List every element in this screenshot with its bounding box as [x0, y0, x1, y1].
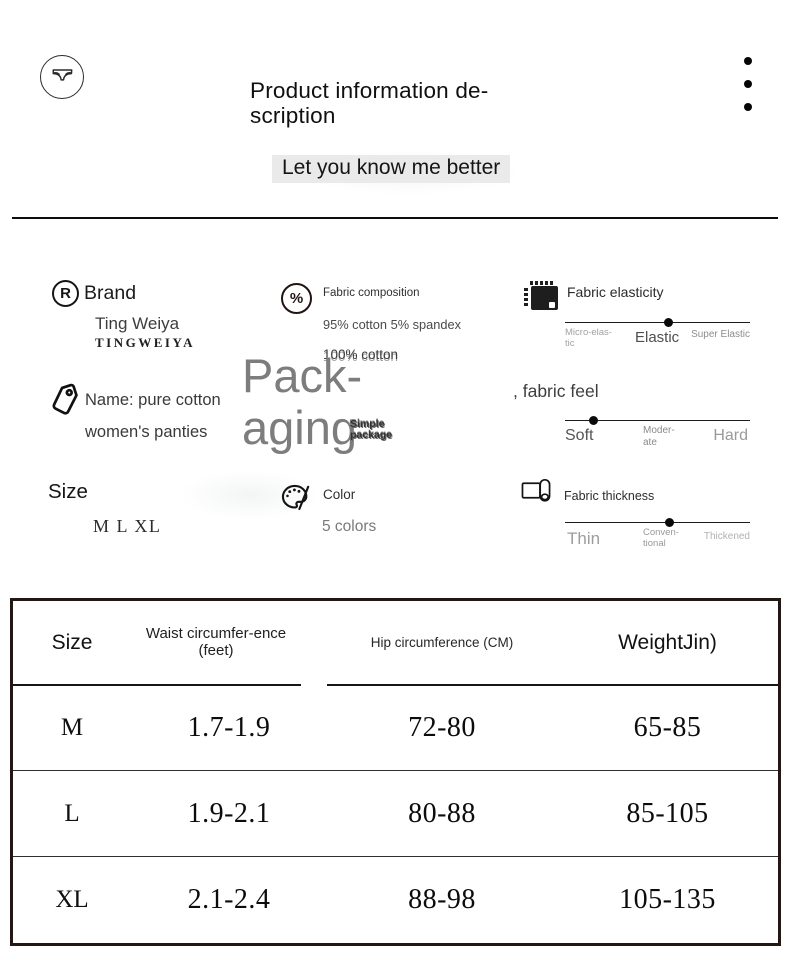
size-label: Size: [48, 480, 88, 503]
elasticity-option-micro: Micro-elas-tic: [565, 327, 612, 350]
brand-logo: [40, 55, 84, 99]
slider-dot[interactable]: [664, 318, 673, 327]
kebab-menu-icon[interactable]: [744, 57, 752, 111]
table-cell-size-m: M: [13, 686, 131, 771]
slider-track: [565, 322, 750, 324]
slider-dot[interactable]: [589, 416, 598, 425]
tag-icon: [47, 381, 85, 421]
elasticity-option-elastic: Elastic: [635, 329, 680, 346]
fabric-composition-label: Fabric composition: [323, 287, 420, 299]
header-divider: [12, 217, 778, 219]
packaging-overlay-text: Pack-aging: [242, 349, 363, 454]
elasticity-option-super: Super Elastic: [691, 329, 750, 340]
thickness-option-conventional: Conven-tional: [643, 527, 679, 550]
panties-icon: [49, 61, 76, 93]
fabric-composition-value: 95% cotton 5% spandex: [323, 317, 462, 332]
slider-track: [565, 420, 750, 422]
fabric-thickness-label: Fabric thickness: [564, 489, 655, 503]
table-cell-weight-l: 85-105: [557, 771, 778, 857]
product-name: Name: pure cotton women's panties: [85, 391, 221, 442]
size-values: M L XL: [93, 516, 162, 536]
palette-icon: [277, 480, 311, 514]
table-header-hip: Hip circumference (CM): [327, 601, 557, 686]
table-cell-weight-m: 65-85: [557, 686, 778, 771]
table-cell-waist-l: 1.9-2.1: [131, 771, 327, 857]
table-cell-size-l: L: [13, 771, 131, 857]
page-title: Product information de-scription: [250, 78, 489, 128]
packaging-note: Simple package: [350, 418, 393, 442]
table-cell-hip-m: 72-80: [327, 686, 557, 771]
slider-dot[interactable]: [665, 518, 674, 527]
thickness-option-thin: Thin: [567, 529, 601, 548]
table-cell-weight-xl: 105-135: [619, 884, 716, 915]
brand-label: Brand: [84, 282, 137, 304]
fabric-elasticity-slider[interactable]: Micro-elas-tic Elastic Super Elastic: [565, 318, 750, 364]
slider-track: [565, 522, 750, 524]
registered-trademark-icon: R: [52, 280, 79, 307]
feel-option-moderate: Moder-ate: [643, 425, 675, 448]
table-cell-size-xl: XL: [55, 886, 89, 913]
feel-option-hard: Hard: [713, 427, 748, 444]
fabric-thickness-slider[interactable]: Thin Conven-tional Thickened: [565, 518, 750, 564]
table-header-waist: Waist circumfer-ence (feet): [131, 601, 301, 686]
fabric-feel-label: , fabric feel: [513, 381, 599, 401]
page-subtitle: Let you know me better: [272, 155, 511, 183]
fabric-swatch-icon: [524, 281, 558, 312]
feel-option-soft: Soft: [565, 427, 594, 444]
table-cell-waist-xl: 2.1-2.4: [187, 884, 271, 915]
size-chart-table: Size Waist circumfer-ence (feet) Hip cir…: [10, 598, 781, 946]
percent-icon: %: [281, 283, 312, 314]
table-cell-waist-m: 1.7-1.9: [131, 686, 327, 771]
thickness-option-thickened: Thickened: [703, 531, 750, 542]
fabric-roll-icon: [521, 477, 553, 505]
brand-name-caps: TINGWEIYA: [95, 335, 196, 350]
table-cell-hip-xl: 88-98: [408, 884, 476, 915]
fabric-elasticity-label: Fabric elasticity: [567, 284, 664, 300]
color-value: 5 colors: [322, 518, 377, 535]
table-header-size: Size: [13, 601, 131, 686]
table-header-weight: WeightJin): [557, 601, 778, 686]
brand-name: Ting Weiya: [95, 314, 180, 333]
color-label: Color: [323, 487, 356, 502]
fabric-composition-value-2: 100% cotton: [323, 347, 399, 362]
fabric-feel-slider[interactable]: Soft Moder-ate Hard: [565, 416, 750, 462]
table-cell-hip-l: 80-88: [327, 771, 557, 857]
